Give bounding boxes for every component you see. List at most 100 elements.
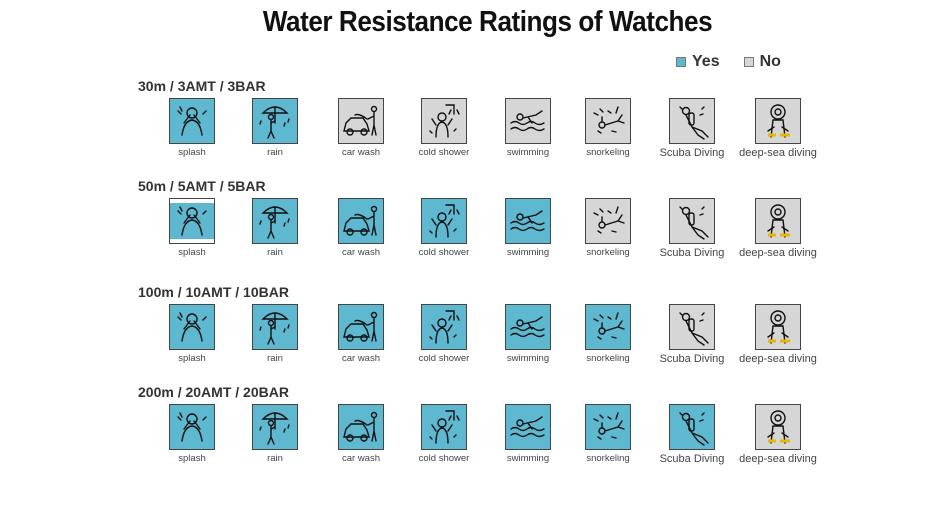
- rating-cell: deep-sea diving: [736, 304, 820, 365]
- rating-cell: car wash: [319, 304, 403, 364]
- rain-icon: [252, 198, 298, 244]
- rating-cell: car wash: [319, 404, 403, 464]
- activity-label: snorkeling: [586, 147, 630, 158]
- rating-cell: snorkeling: [566, 98, 650, 158]
- rating-cell: Scuba Diving: [650, 98, 734, 159]
- rating-cell: swimming: [486, 198, 570, 258]
- row-label: 100m / 10AMT / 10BAR: [138, 284, 289, 300]
- deep-sea-diving-icon: [755, 98, 801, 144]
- activity-label: rain: [267, 453, 283, 464]
- activity-label: splash: [178, 147, 206, 158]
- scuba-diving-icon: [669, 304, 715, 350]
- swimming-icon: [505, 98, 551, 144]
- row-label: 30m / 3AMT / 3BAR: [138, 78, 266, 94]
- row-label: 200m / 20AMT / 20BAR: [138, 384, 289, 400]
- activity-label: cold shower: [418, 247, 470, 258]
- deep-sea-diving-icon: [755, 304, 801, 350]
- activity-label: car wash: [341, 247, 380, 258]
- rating-cell: splash: [150, 98, 234, 158]
- legend-yes-swatch: [676, 57, 686, 67]
- car-wash-icon: [338, 404, 384, 450]
- activity-label: Scuba Diving: [659, 353, 725, 365]
- rating-cell: cold shower: [402, 98, 486, 158]
- cold-shower-icon: [421, 304, 467, 350]
- activity-label: rain: [267, 353, 283, 364]
- rating-cell: rain: [233, 304, 317, 364]
- rating-cell: deep-sea diving: [736, 98, 820, 159]
- rating-cell: rain: [233, 198, 317, 258]
- activity-label: rain: [267, 147, 283, 158]
- rating-cell: Scuba Diving: [650, 304, 734, 365]
- legend-no-swatch: [743, 57, 754, 67]
- rating-cell: cold shower: [402, 198, 486, 258]
- activity-label: car wash: [341, 147, 380, 158]
- activity-label: car wash: [341, 453, 380, 464]
- rating-cell: snorkeling: [566, 404, 650, 464]
- rating-cell: rain: [233, 98, 317, 158]
- activity-label: swimming: [506, 453, 550, 464]
- activity-label: cold shower: [418, 453, 470, 464]
- activity-label: Scuba Diving: [659, 453, 725, 465]
- scuba-diving-icon: [669, 98, 715, 144]
- splash-icon: [169, 404, 215, 450]
- activity-label: deep-sea diving: [739, 453, 817, 465]
- snorkeling-icon: [585, 404, 631, 450]
- snorkeling-icon: [585, 198, 631, 244]
- splash-icon: [169, 98, 215, 144]
- car-wash-icon: [338, 198, 384, 244]
- legend-no-label: No: [759, 53, 781, 70]
- page-title: Water Resistance Ratings of Watches: [262, 6, 713, 38]
- deep-sea-diving-icon: [755, 404, 801, 450]
- activity-label: cold shower: [418, 147, 470, 158]
- rating-cell: Scuba Diving: [650, 198, 734, 259]
- activity-label: cold shower: [418, 353, 470, 364]
- cold-shower-icon: [421, 404, 467, 450]
- rain-icon: [252, 304, 298, 350]
- activity-label: snorkeling: [586, 353, 630, 364]
- rating-cell: swimming: [486, 304, 570, 364]
- activity-label: Scuba Diving: [659, 147, 725, 159]
- activity-label: swimming: [506, 353, 550, 364]
- activity-label: snorkeling: [586, 247, 630, 258]
- legend: Yes No: [676, 53, 795, 71]
- rating-cell: cold shower: [402, 304, 486, 364]
- activity-label: swimming: [506, 247, 550, 258]
- splash-icon: [169, 304, 215, 350]
- activity-label: rain: [267, 247, 283, 258]
- rating-cell: splash: [150, 404, 234, 464]
- activity-label: splash: [178, 247, 206, 258]
- row-label: 50m / 5AMT / 5BAR: [138, 178, 266, 194]
- snorkeling-icon: [585, 98, 631, 144]
- rain-icon: [252, 404, 298, 450]
- activity-label: Scuba Diving: [659, 247, 725, 259]
- rating-cell: car wash: [319, 198, 403, 258]
- rating-cell: snorkeling: [566, 198, 650, 258]
- legend-yes-label: Yes: [692, 53, 720, 70]
- car-wash-icon: [338, 304, 384, 350]
- scuba-diving-icon: [669, 198, 715, 244]
- activity-label: snorkeling: [586, 453, 630, 464]
- car-wash-icon: [338, 98, 384, 144]
- deep-sea-diving-icon: [755, 198, 801, 244]
- activity-label: deep-sea diving: [739, 353, 817, 365]
- rating-cell: splash: [150, 304, 234, 364]
- rating-cell: Scuba Diving: [650, 404, 734, 465]
- rating-cell: swimming: [486, 404, 570, 464]
- activity-label: car wash: [341, 353, 380, 364]
- swimming-icon: [505, 404, 551, 450]
- legend-no: No: [743, 53, 781, 71]
- legend-yes: Yes: [676, 53, 720, 71]
- activity-label: deep-sea diving: [739, 147, 817, 159]
- splash-icon: [169, 198, 215, 244]
- cold-shower-icon: [421, 198, 467, 244]
- swimming-icon: [505, 198, 551, 244]
- rating-cell: car wash: [319, 98, 403, 158]
- rating-cell: cold shower: [402, 404, 486, 464]
- scuba-diving-icon: [669, 404, 715, 450]
- cold-shower-icon: [421, 98, 467, 144]
- activity-label: swimming: [506, 147, 550, 158]
- activity-label: splash: [178, 453, 206, 464]
- rating-cell: deep-sea diving: [736, 404, 820, 465]
- rating-cell: snorkeling: [566, 304, 650, 364]
- rating-cell: deep-sea diving: [736, 198, 820, 259]
